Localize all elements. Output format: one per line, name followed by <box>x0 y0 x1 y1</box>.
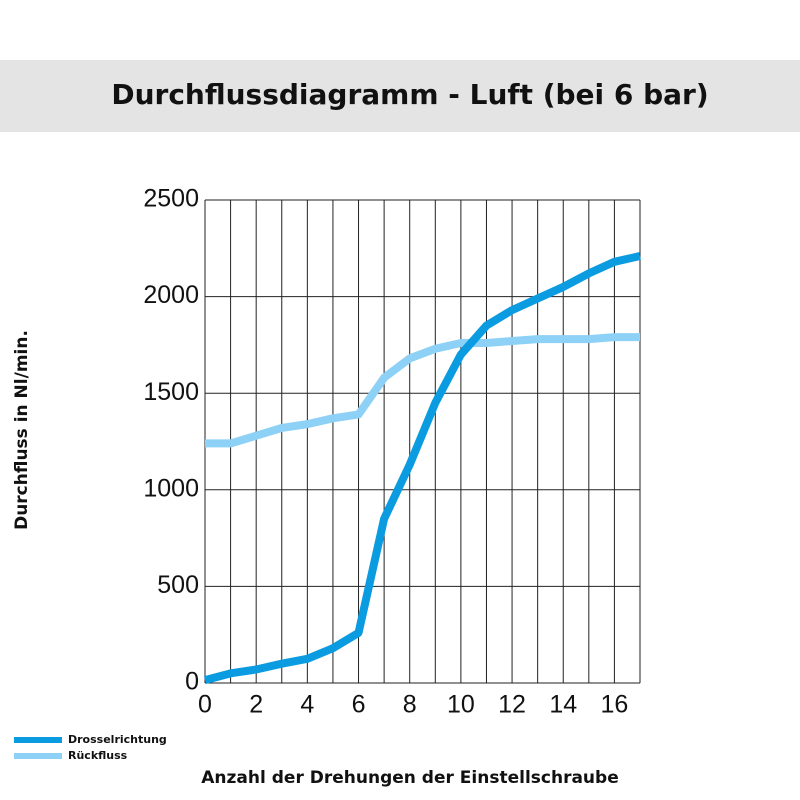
y-tick-label: 2500 <box>143 185 199 213</box>
title-band <box>0 60 800 132</box>
x-tick-label: 2 <box>249 691 263 719</box>
legend-label: Drosselrichtung <box>68 733 167 746</box>
x-tick-label: 4 <box>300 691 314 719</box>
y-tick-label: 1000 <box>143 474 199 502</box>
y-tick-label: 1500 <box>143 378 199 406</box>
x-tick-label: 14 <box>549 691 577 719</box>
data-line <box>203 252 641 684</box>
data-line <box>205 333 640 448</box>
chart-title: Durchflussdiagramm - Luft (bei 6 bar) <box>111 78 708 111</box>
y-tick-label: 0 <box>185 668 199 696</box>
y-tick-label: 500 <box>157 571 199 599</box>
x-tick-label: 0 <box>198 691 212 719</box>
legend-label: Rückfluss <box>68 749 128 762</box>
y-tick-label: 2000 <box>143 281 199 309</box>
x-tick-label: 8 <box>403 691 417 719</box>
x-tick-label: 6 <box>352 691 366 719</box>
x-tick-label: 10 <box>447 691 475 719</box>
x-tick-label: 12 <box>498 691 526 719</box>
x-axis-label: Anzahl der Drehungen der Einstellschraub… <box>201 768 618 788</box>
y-axis-label: Durchfluss in Nl/min. <box>12 330 32 530</box>
x-tick-label: 16 <box>601 691 629 719</box>
